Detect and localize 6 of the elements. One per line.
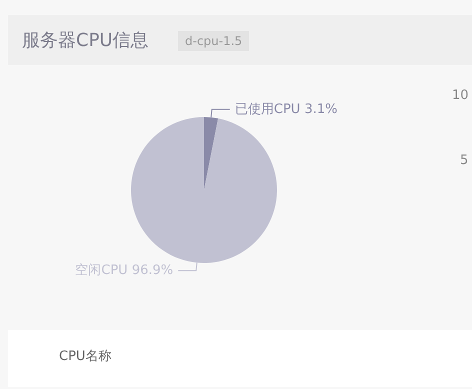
chart-title: 服务器CPU信息 — [22, 29, 149, 52]
text: 5 — [460, 153, 468, 168]
chart-subtitle: d-cpu-1.5 — [178, 31, 250, 51]
text: CPU名称 — [59, 348, 112, 365]
slice-label: 已使用CPU 3.1% — [234, 102, 338, 117]
text: 10 — [452, 88, 469, 103]
